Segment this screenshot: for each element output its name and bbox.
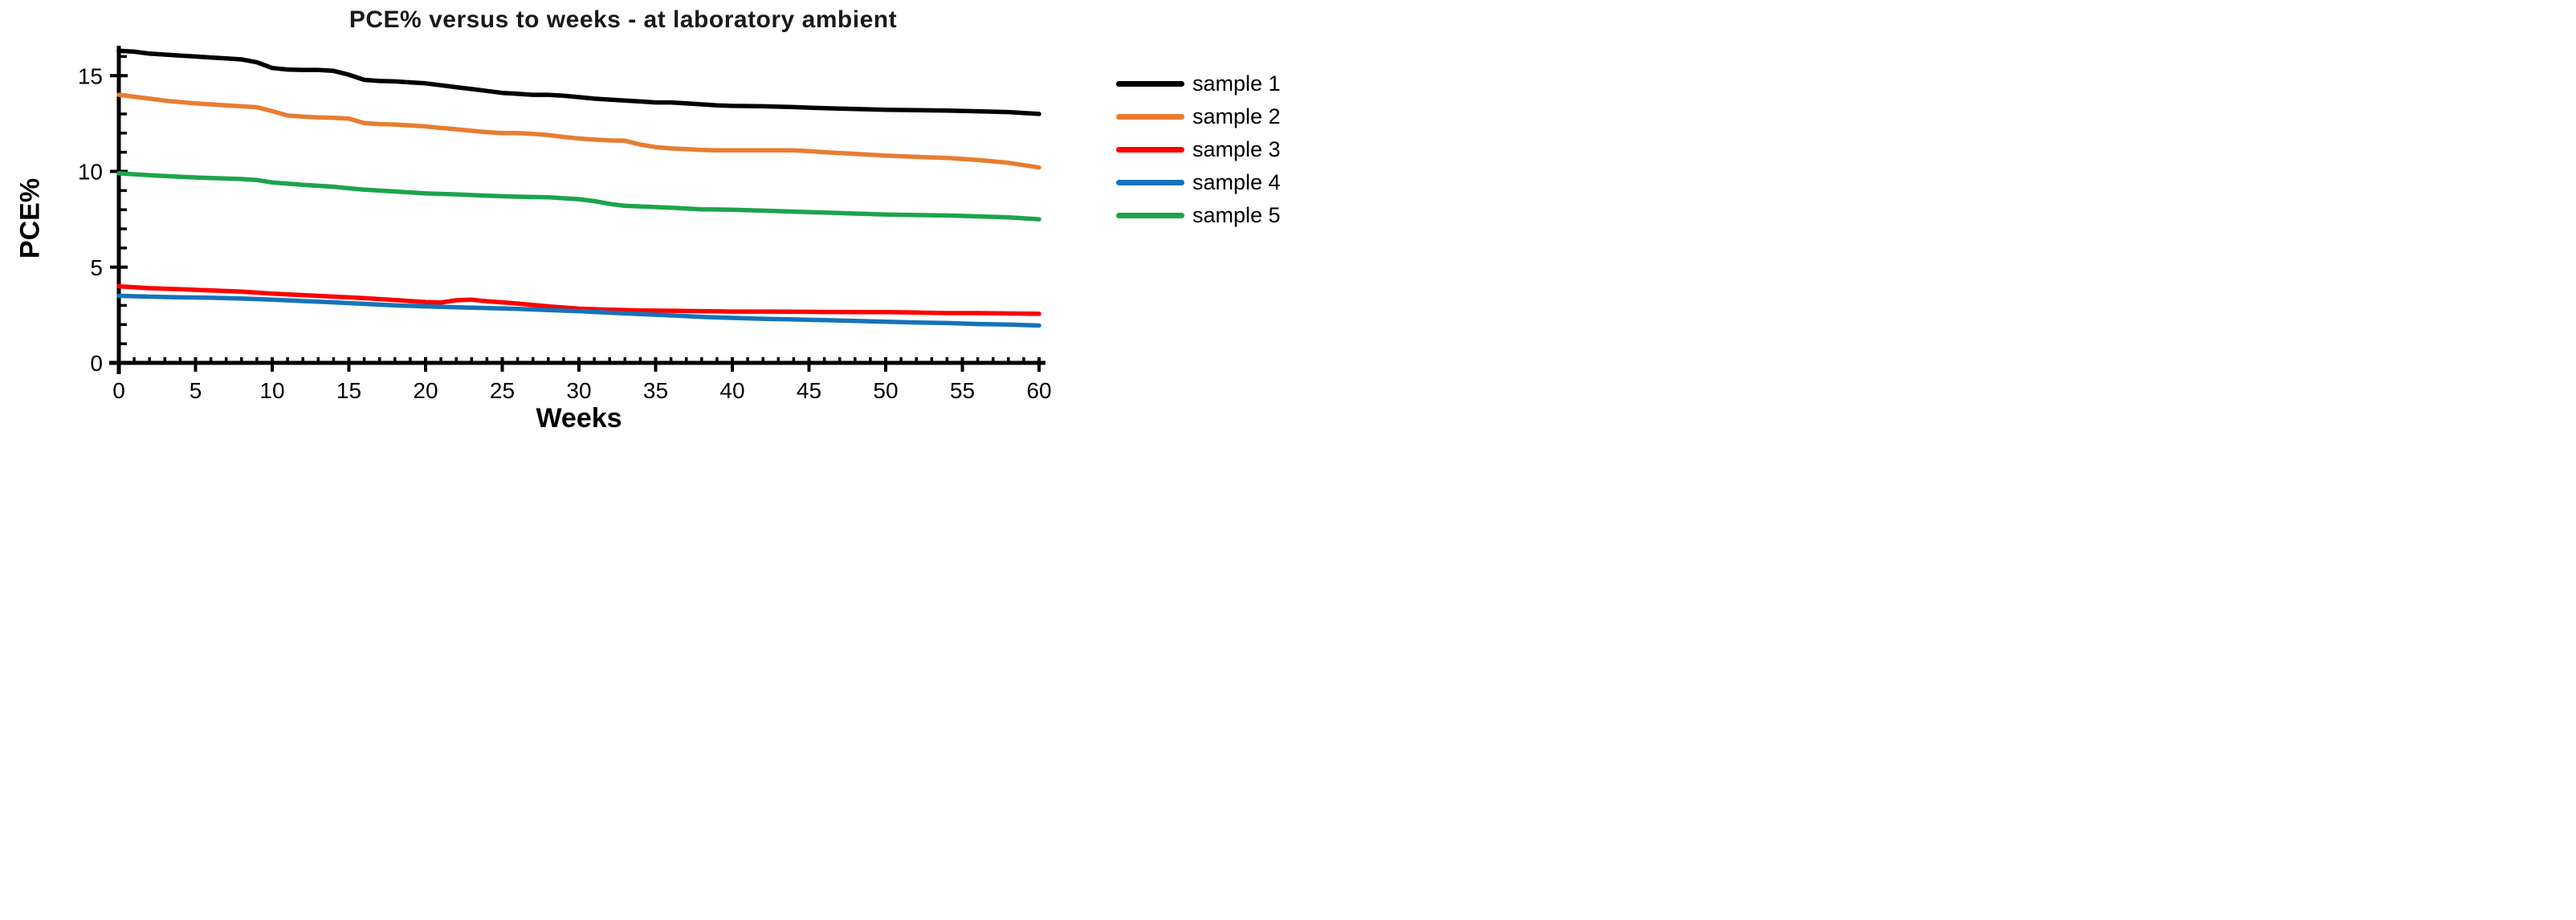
legend-label: sample 4 (1192, 170, 1281, 194)
x-axis-title: Weeks (536, 403, 622, 434)
x-tick-label: 45 (797, 378, 821, 403)
series-line-sample-1 (116, 48, 1041, 116)
legend-item-sample-5: sample 5 (1116, 199, 1281, 232)
x-tick-label: 15 (336, 378, 361, 403)
x-tick-label: 30 (566, 378, 591, 403)
legend-item-sample-4: sample 4 (1116, 166, 1281, 199)
legend: sample 1 sample 2 sample 3 sample 4 sample 5 (1116, 67, 1281, 232)
plot-area: 0 5 10 15 20 25 30 35 40 45 50 55 60 0 5 10 15 (78, 46, 1052, 403)
legend-swatch (1116, 147, 1184, 153)
x-tick-label: 25 (490, 378, 515, 403)
legend-item-sample-1: sample 1 (1116, 67, 1281, 100)
legend-swatch (1116, 213, 1184, 218)
chart-title: PCE% versus to weeks - at laboratory amb… (348, 6, 898, 33)
y-tick-label: 10 (78, 160, 103, 185)
x-tick-label: 50 (873, 378, 898, 403)
x-tick-label: 5 (190, 378, 202, 403)
chart: PCE% versus to weeks - at laboratory amb… (0, 0, 1288, 460)
x-tick-label: 0 (112, 378, 125, 403)
y-tick-label: 5 (90, 255, 103, 280)
legend-item-sample-3: sample 3 (1116, 133, 1281, 166)
x-tick-label: 40 (719, 378, 744, 403)
legend-swatch (1116, 114, 1184, 120)
x-tick-label: 35 (643, 378, 668, 403)
legend-swatch (1116, 81, 1184, 87)
y-tick-label: 0 (90, 351, 103, 376)
series-line-sample-5 (116, 171, 1041, 222)
x-tick-label: 10 (259, 378, 284, 403)
legend-label: sample 2 (1192, 104, 1281, 128)
series-line-sample-4 (116, 293, 1041, 328)
x-tick-label: 55 (950, 378, 975, 403)
series-line-sample-3 (116, 283, 1041, 316)
legend-swatch (1116, 180, 1184, 185)
y-tick-label: 15 (78, 63, 103, 88)
x-tick-label: 20 (413, 378, 438, 403)
series-line-sample-2 (116, 92, 1041, 170)
legend-label: sample 1 (1192, 71, 1281, 96)
legend-item-sample-2: sample 2 (1116, 100, 1281, 133)
legend-label: sample 3 (1192, 137, 1281, 161)
legend-label: sample 5 (1192, 203, 1281, 227)
x-tick-label: 60 (1026, 378, 1051, 403)
